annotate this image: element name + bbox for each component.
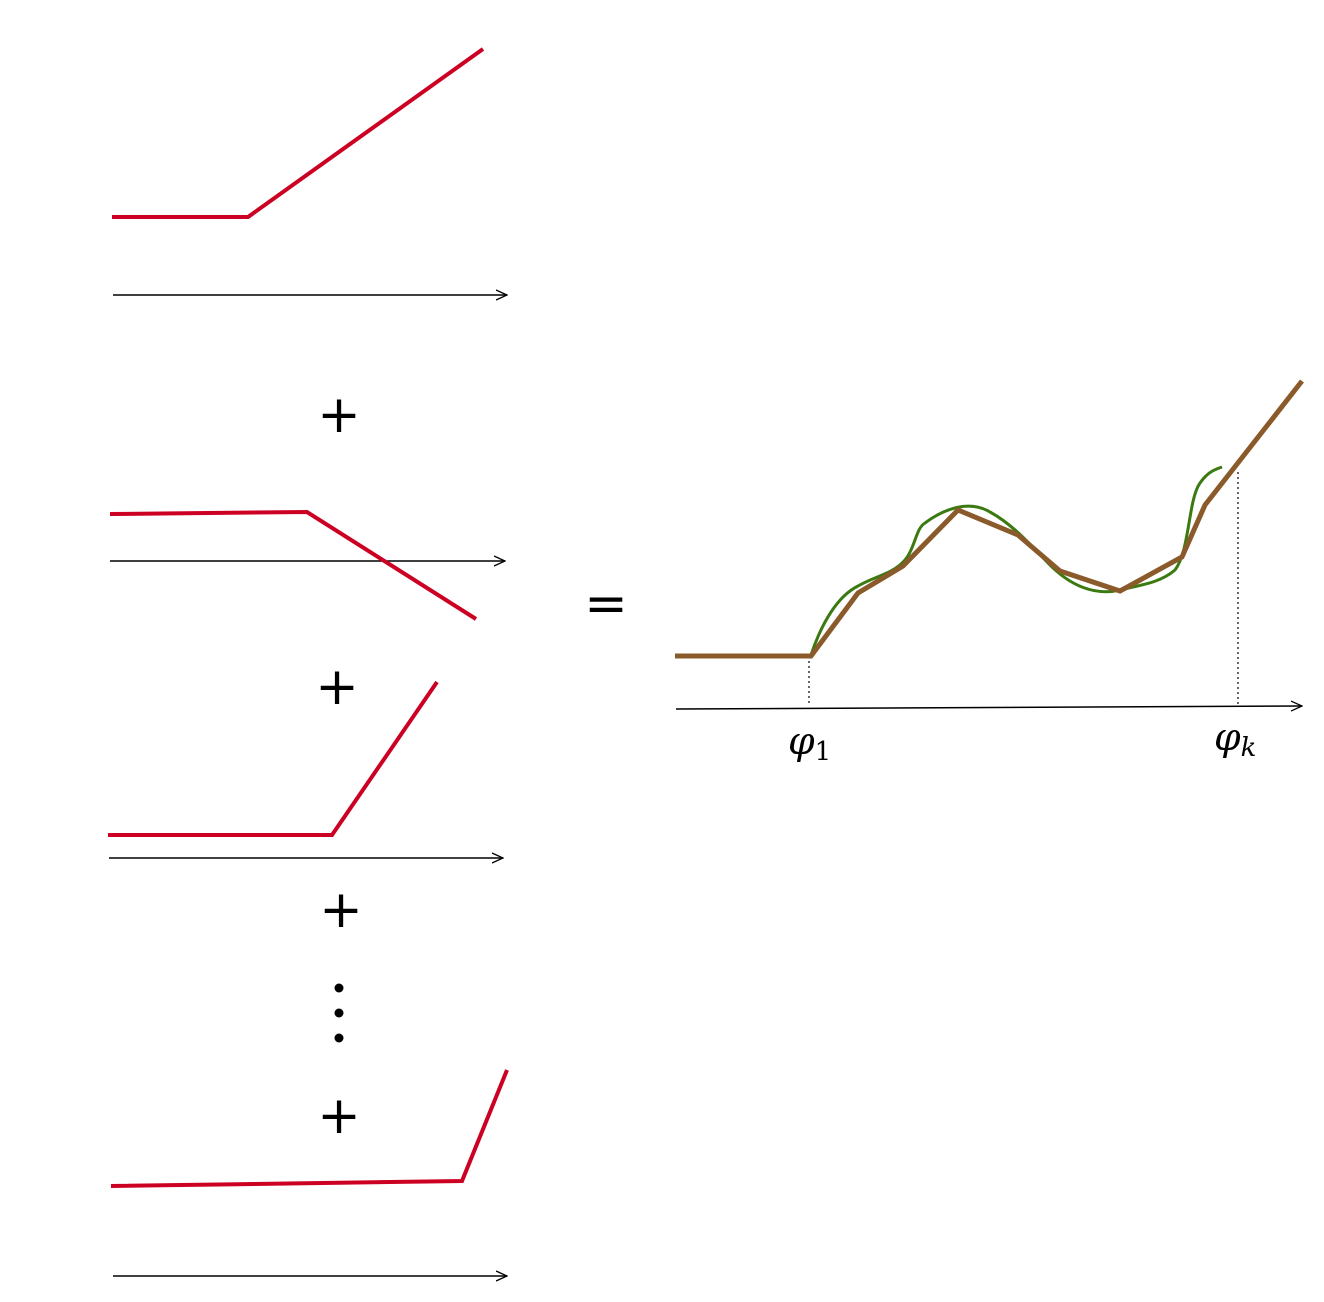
phi-1-label: φ1	[788, 719, 831, 767]
relu-term-3	[108, 680, 503, 858]
result-plot: φ1 φk	[675, 379, 1304, 767]
relu-curve-k	[110, 1069, 509, 1188]
result-axis	[675, 706, 1302, 709]
equals-sign: =	[584, 574, 628, 634]
plus-sign-1: +	[317, 385, 361, 445]
vertical-ellipsis-icon	[334, 983, 344, 1043]
relu-term-2	[109, 509, 505, 621]
relu-curve-3	[108, 680, 439, 837]
phi-k-label: φk	[1214, 715, 1256, 763]
piecewise-linear-approximation	[675, 379, 1304, 659]
target-function-curve	[809, 465, 1223, 656]
plus-sign-2: +	[315, 657, 359, 717]
relu-curve-1	[112, 47, 485, 219]
relu-term-k	[110, 1069, 509, 1276]
plus-sign-3: +	[319, 880, 363, 940]
plus-sign-4: +	[317, 1086, 361, 1146]
relu-term-1	[112, 47, 507, 295]
relu-curve-2	[109, 509, 478, 621]
